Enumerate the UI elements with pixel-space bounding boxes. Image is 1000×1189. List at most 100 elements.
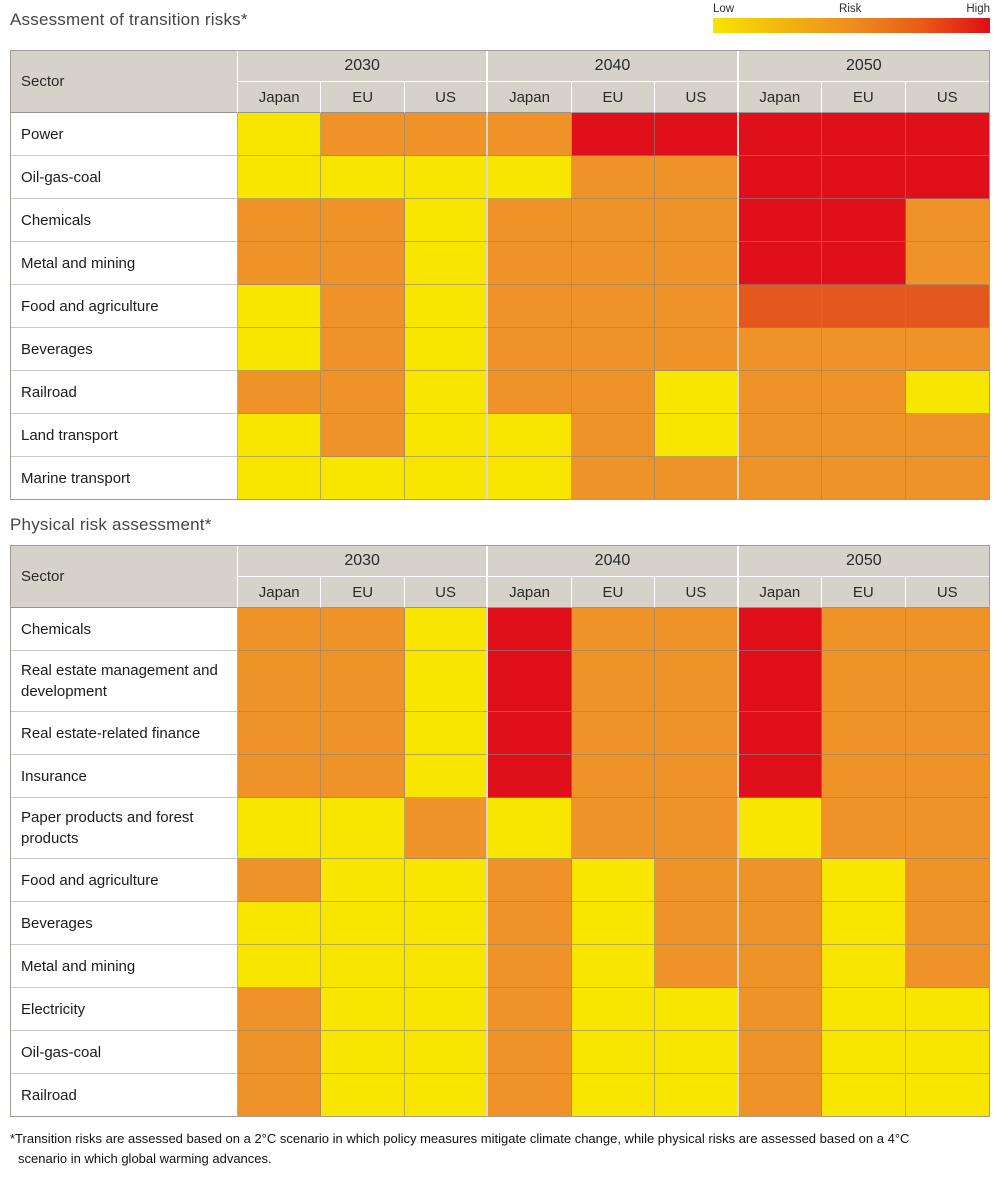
region-header-japan-2050: Japan	[738, 82, 823, 113]
risk-cell	[488, 608, 572, 651]
risk-cell	[738, 945, 823, 988]
region-header-eu-2050: EU	[822, 82, 906, 113]
risk-cell	[905, 285, 989, 328]
risk-cell	[404, 285, 489, 328]
risk-cell	[238, 1031, 322, 1074]
risk-cell	[488, 755, 572, 798]
risk-cell	[571, 755, 656, 798]
risk-cell	[822, 651, 906, 712]
risk-cell	[738, 457, 823, 499]
risk-cell	[571, 608, 656, 651]
risk-cell	[655, 945, 739, 988]
risk-cell	[404, 328, 489, 371]
risk-cell	[905, 156, 989, 199]
year-header-2030: 2030	[238, 51, 489, 82]
risk-cell	[238, 328, 322, 371]
risk-cell	[238, 988, 322, 1031]
risk-cell	[488, 285, 572, 328]
risk-cell	[738, 755, 823, 798]
risk-cell	[404, 457, 489, 499]
risk-cell	[404, 1074, 489, 1116]
risk-cell	[738, 608, 823, 651]
risk-cell	[655, 1031, 739, 1074]
legend-labels: Low Risk High	[713, 3, 990, 15]
region-header-eu-2050: EU	[822, 577, 906, 608]
risk-cell	[321, 859, 405, 902]
risk-cell	[488, 651, 572, 712]
risk-cell	[822, 1031, 906, 1074]
sector-label: Power	[11, 113, 238, 156]
legend-low-label: Low	[713, 3, 735, 15]
risk-cell	[655, 371, 739, 414]
risk-cell	[571, 371, 656, 414]
sector-label: Railroad	[11, 1074, 238, 1116]
sector-label: Insurance	[11, 755, 238, 798]
risk-cell	[822, 902, 906, 945]
sector-label: Real estate management and development	[11, 651, 238, 712]
risk-cell	[655, 414, 739, 457]
risk-cell	[655, 988, 739, 1031]
risk-cell	[321, 608, 405, 651]
region-header-us-2040: US	[655, 577, 739, 608]
risk-cell	[404, 755, 489, 798]
table-row: Beverages	[11, 902, 989, 945]
risk-cell	[905, 457, 989, 499]
table-row: Chemicals	[11, 199, 989, 242]
risk-cell	[738, 242, 823, 285]
risk-cell	[905, 608, 989, 651]
risk-cell	[488, 712, 572, 755]
risk-cell	[738, 414, 823, 457]
risk-cell	[571, 1074, 656, 1116]
region-header-japan-2040: Japan	[488, 577, 572, 608]
risk-cell	[238, 242, 322, 285]
risk-cell	[738, 712, 823, 755]
transition-risk-table: Sector 2030 2040 2050 Japan EU US Japan EU US Japa…	[10, 50, 990, 500]
risk-cell	[905, 414, 989, 457]
risk-cell	[488, 945, 572, 988]
risk-cell	[738, 798, 823, 859]
risk-cell	[404, 414, 489, 457]
region-header-us-2030: US	[404, 82, 489, 113]
table-row: Food and agriculture	[11, 285, 989, 328]
risk-cell	[905, 902, 989, 945]
risk-cell	[238, 651, 322, 712]
physical-table-title: Physical risk assessment*	[10, 515, 212, 534]
risk-cell	[404, 113, 489, 156]
risk-cell	[238, 414, 322, 457]
sector-label: Beverages	[11, 902, 238, 945]
risk-cell	[488, 328, 572, 371]
risk-cell	[822, 457, 906, 499]
risk-cell	[738, 156, 823, 199]
sector-column-header: Sector	[11, 51, 238, 113]
risk-cell	[321, 1031, 405, 1074]
risk-cell	[238, 945, 322, 988]
risk-cell	[488, 414, 572, 457]
year-header-2050: 2050	[738, 546, 989, 577]
table-row: Real estate management and development	[11, 651, 989, 712]
sector-label: Food and agriculture	[11, 285, 238, 328]
region-header-japan-2030: Japan	[238, 577, 322, 608]
risk-cell	[321, 328, 405, 371]
risk-cell	[571, 328, 656, 371]
risk-cell	[488, 1031, 572, 1074]
risk-cell	[488, 859, 572, 902]
risk-cell	[321, 945, 405, 988]
table-row: Metal and mining	[11, 242, 989, 285]
risk-cell	[822, 371, 906, 414]
risk-cell	[488, 242, 572, 285]
year-header-2030: 2030	[238, 546, 489, 577]
risk-cell	[321, 414, 405, 457]
sector-label: Chemicals	[11, 608, 238, 651]
risk-cell	[905, 328, 989, 371]
risk-cell	[404, 156, 489, 199]
physical-risk-table: Sector 2030 2040 2050 Japan EU US Japan EU US Japa…	[10, 545, 990, 1117]
risk-cell	[321, 902, 405, 945]
risk-cell	[905, 798, 989, 859]
legend-gradient-bar	[713, 18, 990, 33]
risk-cell	[488, 199, 572, 242]
risk-cell	[738, 651, 823, 712]
table-row: Railroad	[11, 371, 989, 414]
risk-cell	[321, 457, 405, 499]
risk-cell	[404, 1031, 489, 1074]
risk-cell	[321, 712, 405, 755]
